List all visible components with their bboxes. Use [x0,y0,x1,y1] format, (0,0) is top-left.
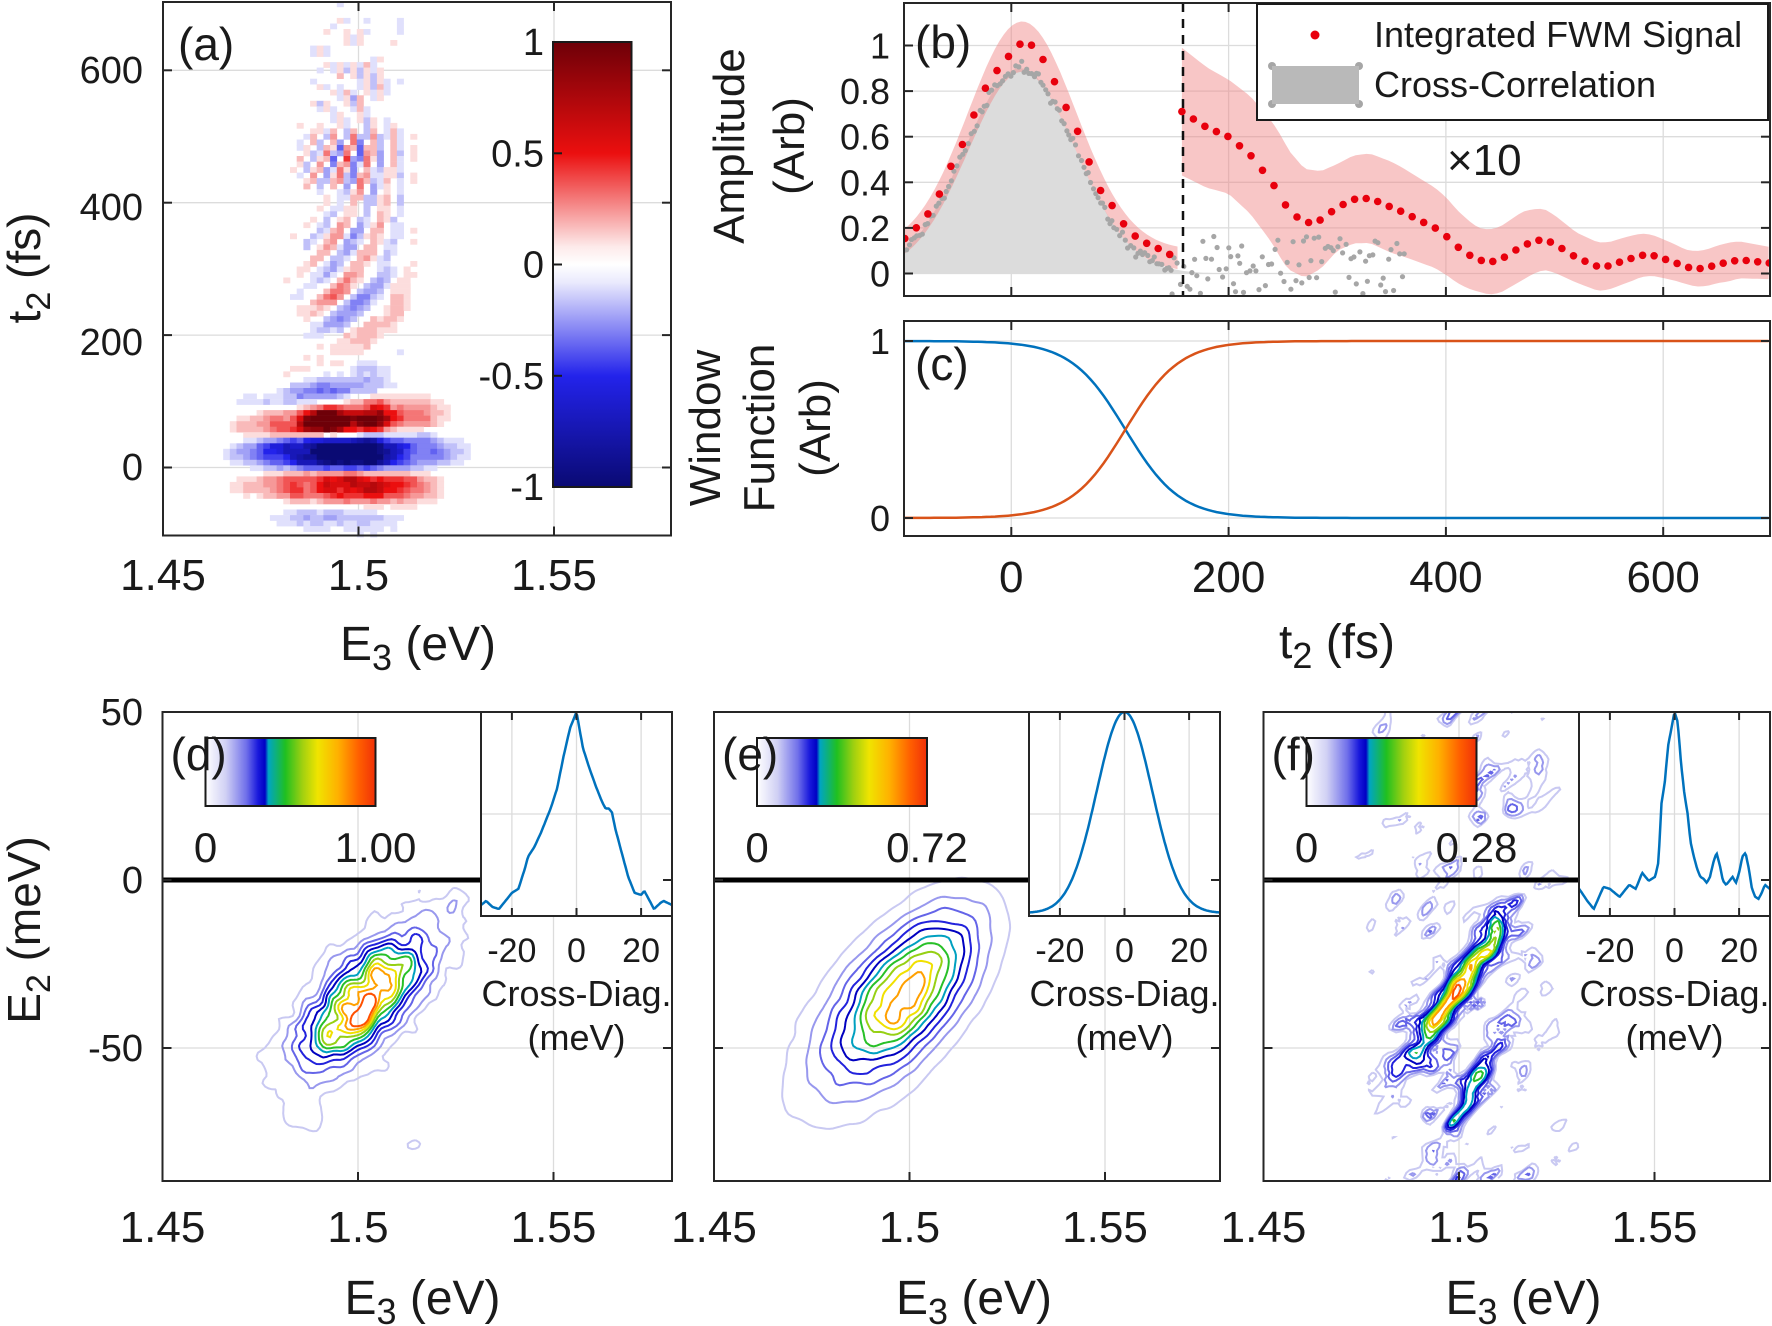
svg-text:-20: -20 [1585,932,1634,970]
svg-text:1: 1 [870,26,890,67]
svg-text:0: 0 [194,824,217,871]
svg-text:0.5: 0.5 [491,133,544,175]
svg-text:(f): (f) [1272,728,1315,780]
svg-text:200: 200 [1192,553,1265,602]
svg-text:(a): (a) [178,18,234,70]
svg-text:(meV): (meV) [1076,1017,1174,1058]
svg-text:0: 0 [122,860,143,902]
svg-text:E2 (meV): E2 (meV) [0,836,58,1024]
svg-text:1: 1 [870,321,890,362]
svg-text:1.45: 1.45 [1221,1203,1307,1252]
svg-text:1: 1 [523,22,544,64]
svg-text:1.5: 1.5 [879,1203,940,1252]
svg-text:600: 600 [1626,553,1699,602]
svg-text:(meV): (meV) [1626,1017,1724,1058]
svg-text:0.4: 0.4 [840,162,890,203]
svg-text:20: 20 [622,932,660,970]
svg-text:400: 400 [1409,553,1482,602]
svg-text:1.45: 1.45 [120,551,206,600]
svg-text:(e): (e) [722,728,778,780]
svg-text:0: 0 [1665,932,1684,970]
svg-text:Cross-Diag.: Cross-Diag. [1029,973,1219,1014]
svg-text:(b): (b) [915,16,971,68]
svg-text:Function: Function [735,344,784,513]
svg-text:0: 0 [567,932,586,970]
svg-text:0: 0 [122,447,143,489]
svg-text:200: 200 [80,322,143,364]
svg-text:0.6: 0.6 [840,117,890,158]
svg-text:Window: Window [681,350,730,507]
svg-text:Cross-Correlation: Cross-Correlation [1374,64,1656,105]
svg-text:-20: -20 [487,932,536,970]
svg-text:(meV): (meV) [528,1017,626,1058]
svg-text:0.72: 0.72 [886,824,968,871]
svg-text:(c): (c) [915,338,969,390]
svg-text:Integrated FWM Signal: Integrated FWM Signal [1374,14,1742,55]
svg-text:×10: ×10 [1447,136,1522,185]
svg-text:20: 20 [1720,932,1758,970]
svg-text:1.45: 1.45 [120,1203,206,1252]
svg-text:-0.5: -0.5 [479,356,544,398]
svg-text:600: 600 [80,50,143,92]
svg-text:-50: -50 [88,1028,143,1070]
svg-text:(Arb): (Arb) [791,379,840,477]
svg-text:20: 20 [1170,932,1208,970]
svg-text:0: 0 [745,824,768,871]
svg-text:1.55: 1.55 [1062,1203,1148,1252]
svg-text:1.5: 1.5 [328,551,389,600]
svg-text:0: 0 [870,254,890,295]
svg-text:50: 50 [101,692,143,734]
svg-text:Cross-Diag.: Cross-Diag. [1579,973,1769,1014]
svg-text:1.45: 1.45 [671,1203,757,1252]
svg-text:0: 0 [999,553,1023,602]
svg-text:1.5: 1.5 [327,1203,388,1252]
svg-text:1.55: 1.55 [511,1203,597,1252]
svg-text:1.00: 1.00 [335,824,417,871]
svg-text:t2 (fs): t2 (fs) [1279,616,1395,676]
svg-text:0: 0 [1295,824,1318,871]
svg-text:-1: -1 [510,467,544,509]
svg-text:Cross-Diag.: Cross-Diag. [481,973,671,1014]
svg-text:E3 (eV): E3 (eV) [340,618,496,678]
svg-text:-20: -20 [1035,932,1084,970]
svg-text:Amplitude: Amplitude [705,48,754,244]
svg-text:1.55: 1.55 [511,551,597,600]
svg-text:0: 0 [523,245,544,287]
svg-text:E3 (eV): E3 (eV) [1445,1272,1601,1326]
svg-text:0.8: 0.8 [840,71,890,112]
svg-text:1.5: 1.5 [1428,1203,1489,1252]
svg-text:(Arb): (Arb) [765,97,814,195]
svg-text:0.28: 0.28 [1436,824,1518,871]
svg-text:0: 0 [870,498,890,539]
svg-text:(d): (d) [171,728,227,780]
svg-text:0.2: 0.2 [840,208,890,249]
svg-text:400: 400 [80,187,143,229]
svg-text:0: 0 [1115,932,1134,970]
svg-text:1.55: 1.55 [1612,1203,1698,1252]
svg-text:E3 (eV): E3 (eV) [344,1272,500,1326]
svg-text:E3 (eV): E3 (eV) [896,1272,1052,1326]
